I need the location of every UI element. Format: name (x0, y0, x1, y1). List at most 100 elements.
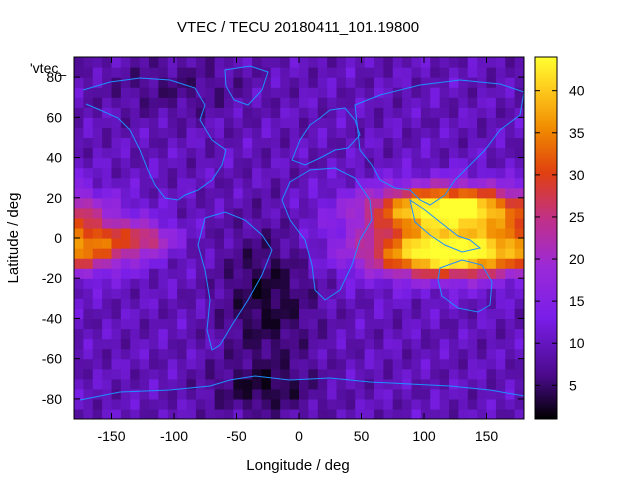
heatmap-cell (195, 77, 206, 88)
heatmap-cell (139, 338, 150, 350)
heatmap-cell (214, 288, 225, 299)
heatmap-cell (130, 238, 141, 249)
heatmap-cell (514, 398, 524, 410)
heatmap-cell (158, 378, 169, 390)
heatmap-cell (327, 348, 338, 360)
heatmap-cell (195, 157, 206, 169)
heatmap-cell (205, 298, 216, 309)
heatmap-cell (120, 268, 131, 279)
heatmap-cell (195, 378, 206, 390)
coastline-australia (437, 259, 493, 313)
heatmap-cell (224, 328, 234, 340)
heatmap-cell (111, 77, 122, 88)
heatmap-cell (336, 207, 347, 219)
heatmap-cell (355, 318, 366, 330)
heatmap-cell (224, 187, 234, 199)
heatmap-cell (83, 368, 94, 380)
heatmap-cell (130, 147, 141, 159)
heatmap-cell (383, 248, 394, 259)
heatmap-cell (92, 298, 103, 309)
heatmap-cell (336, 217, 347, 229)
heatmap-cell (486, 388, 497, 400)
heatmap-cell (252, 328, 263, 340)
heatmap-cell (327, 318, 338, 330)
heatmap-cell (205, 127, 216, 139)
heatmap-cell (486, 157, 497, 169)
heatmap-cell (458, 318, 469, 330)
heatmap-cell (214, 137, 225, 149)
heatmap-cell (411, 338, 422, 350)
heatmap-cell (270, 87, 281, 98)
heatmap-cell (92, 87, 103, 98)
heatmap-cell (289, 338, 300, 350)
heatmap-cell (383, 288, 394, 299)
heatmap-cell (458, 278, 469, 289)
heatmap-cell (233, 77, 244, 88)
heatmap-cell (261, 278, 272, 289)
heatmap-cell (205, 197, 216, 209)
heatmap-cell (336, 368, 347, 380)
heatmap-cell (111, 87, 122, 98)
heatmap-cell (411, 248, 422, 259)
heatmap-cell (317, 57, 328, 68)
heatmap-cell (336, 328, 347, 340)
heatmap-cell (355, 408, 366, 419)
heatmap-cell (449, 207, 459, 219)
heatmap-cell (158, 157, 169, 169)
heatmap-cell (449, 368, 459, 380)
heatmap-cell (420, 107, 431, 118)
heatmap-cell (514, 288, 524, 299)
heatmap-cell (458, 167, 469, 179)
heatmap-cell (205, 97, 216, 108)
heatmap-cell (514, 107, 524, 118)
y-tick-label: 60 (46, 109, 62, 125)
heatmap-cell (308, 57, 319, 68)
heatmap-cell (261, 348, 272, 360)
heatmap-cell (317, 238, 328, 249)
heatmap-cell (158, 147, 169, 159)
heatmap-cell (411, 388, 422, 400)
heatmap-cell (392, 348, 403, 360)
heatmap-cell (102, 308, 113, 320)
heatmap-cell (111, 328, 122, 340)
heatmap-cell (177, 57, 188, 68)
heatmap-cell (486, 248, 497, 259)
heatmap-cell (327, 258, 338, 269)
heatmap-cell (439, 117, 450, 128)
heatmap-cell (205, 318, 216, 330)
heatmap-cell (83, 318, 94, 330)
heatmap-cell (449, 77, 459, 88)
heatmap-cell (336, 167, 347, 179)
heatmap-cell (364, 388, 375, 400)
heatmap-cell (514, 197, 524, 209)
heatmap-cell (242, 378, 253, 390)
heatmap-cell (477, 298, 488, 309)
heatmap-cell (261, 207, 272, 219)
heatmap-cell (458, 67, 469, 78)
colorbar-tick-label: 20 (569, 251, 585, 267)
heatmap-cell (280, 358, 291, 370)
heatmap-cell (505, 288, 516, 299)
heatmap-cell (486, 268, 497, 279)
heatmap-cell (120, 87, 131, 98)
heatmap-cell (430, 408, 441, 419)
heatmap-cell (495, 308, 506, 320)
heatmap-cell (195, 278, 206, 289)
heatmap-cell (420, 67, 431, 78)
heatmap-cell (345, 217, 356, 229)
heatmap-cell (486, 217, 497, 229)
heatmap-cell (439, 378, 450, 390)
heatmap-cell (374, 97, 384, 108)
heatmap-cell (242, 348, 253, 360)
heatmap-cell (402, 318, 413, 330)
heatmap-cell (261, 117, 272, 128)
heatmap-cell (233, 217, 244, 229)
heatmap-cell (83, 167, 94, 179)
heatmap-cell (439, 288, 450, 299)
heatmap-cell (149, 187, 159, 199)
heatmap-cell (364, 308, 375, 320)
heatmap-cell (233, 97, 244, 108)
heatmap-cell (224, 147, 234, 159)
heatmap-cell (327, 137, 338, 149)
heatmap-cell (252, 368, 263, 380)
